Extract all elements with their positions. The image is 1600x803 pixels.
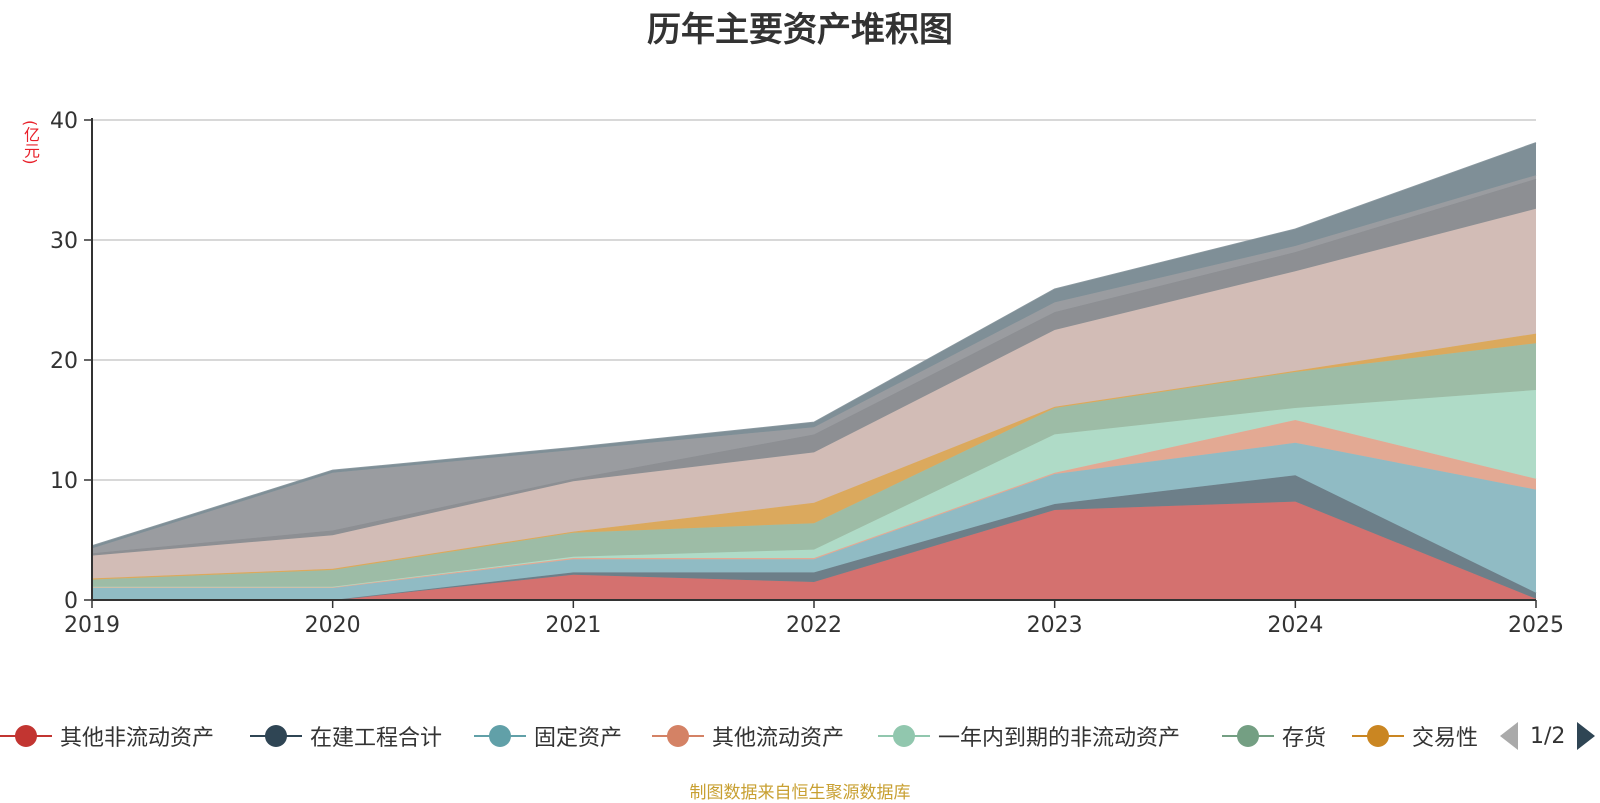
- legend-item[interactable]: 其他流动资产: [652, 718, 844, 754]
- x-tick-label: 2024: [1267, 613, 1323, 638]
- chart-title: 历年主要资产堆积图: [647, 10, 953, 50]
- legend-label: 在建工程合计: [310, 726, 443, 751]
- legend-label: 其他流动资产: [712, 726, 845, 751]
- legend-prev-page-button[interactable]: [1500, 722, 1518, 750]
- x-tick-label: 2019: [64, 613, 120, 638]
- area-series-3: [92, 442, 1536, 600]
- x-tick-label: 2021: [545, 613, 601, 638]
- legend-marker-icon: [0, 718, 52, 754]
- legend-label: 存货: [1282, 726, 1327, 751]
- y-tick-label: 40: [50, 109, 78, 134]
- area-series-5: [92, 390, 1536, 587]
- legend-label: 一年内到期的非流动资产: [938, 726, 1181, 751]
- y-tick-label: 0: [64, 589, 78, 614]
- y-tick-label: 30: [50, 229, 78, 254]
- stacked-areas: [91, 142, 1537, 601]
- legend-marker-icon: [1222, 718, 1274, 754]
- legend-item[interactable]: 一年内到期的非流动资产: [878, 718, 1180, 754]
- legend-marker-icon: [878, 718, 930, 754]
- x-tick-label: 2025: [1508, 613, 1564, 638]
- legend-marker-icon: [652, 718, 704, 754]
- legend-label: 其他非流动资产: [60, 726, 215, 751]
- y-tick-label: 20: [50, 349, 78, 374]
- area-series-line-11: [91, 142, 1537, 547]
- legend-marker-icon: [250, 718, 302, 754]
- area-chart: 0 10 20 30 40 2019 2020 2021 2022 2023 2024 2025: [50, 109, 1564, 638]
- legend-marker-icon: [474, 718, 526, 754]
- legend-pager: 1/2: [1500, 718, 1596, 754]
- legend: 其他非流动资产 在建工程合计 固定资产 其他流动资产 一年内到期的非流动资产 存货 交易性: [0, 718, 1600, 754]
- legend-item[interactable]: 存货: [1222, 718, 1326, 754]
- area-series-2: [92, 475, 1536, 600]
- legend-item[interactable]: 交易性: [1352, 718, 1478, 754]
- source-note: 制图数据来自恒生聚源数据库: [689, 783, 911, 803]
- x-tick-label: 2020: [305, 613, 361, 638]
- area-series-10: [92, 175, 1536, 554]
- legend-label: 固定资产: [534, 726, 623, 751]
- area-series-1: [92, 501, 1536, 600]
- y-tick-label: 10: [50, 469, 78, 494]
- axes: 0 10 20 30 40 2019 2020 2021 2022 2023 2024 2025: [50, 109, 1564, 638]
- y-axis-unit-label: (亿元): [21, 120, 40, 165]
- legend-marker-icon: [1352, 718, 1404, 754]
- legend-item[interactable]: 其他非流动资产: [0, 718, 214, 754]
- x-tick-label: 2023: [1027, 613, 1083, 638]
- legend-label: 交易性: [1412, 726, 1479, 751]
- area-series-6: [92, 343, 1536, 587]
- legend-next-page-button[interactable]: [1577, 722, 1596, 750]
- x-tick-label: 2022: [786, 613, 842, 638]
- area-series-7: [92, 333, 1536, 580]
- legend-page-indicator: 1/2: [1530, 723, 1566, 749]
- legend-item[interactable]: 在建工程合计: [250, 718, 442, 754]
- legend-item[interactable]: 固定资产: [474, 718, 622, 754]
